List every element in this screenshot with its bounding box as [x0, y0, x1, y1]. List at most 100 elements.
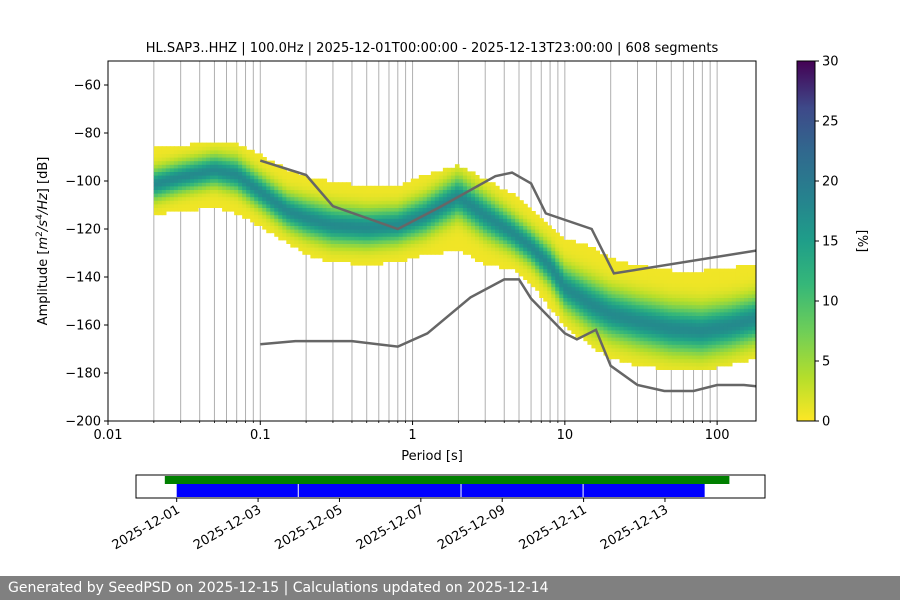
density-cell	[338, 196, 344, 201]
density-cell	[519, 229, 524, 234]
density-cell	[611, 337, 617, 342]
density-cell	[543, 221, 548, 226]
density-cell	[703, 279, 709, 284]
density-cell	[193, 196, 199, 201]
density-cell	[462, 221, 468, 226]
density-cell	[623, 337, 629, 342]
density-cell	[487, 254, 492, 259]
density-cell	[675, 275, 681, 280]
density-cell	[643, 301, 649, 306]
density-cell	[318, 254, 324, 259]
density-cell	[623, 283, 629, 288]
density-cell	[519, 261, 524, 266]
density-cell	[254, 171, 259, 176]
density-cell	[197, 146, 203, 151]
density-cell	[202, 200, 207, 205]
density-cell	[189, 160, 195, 165]
density-cell	[414, 185, 420, 190]
density-cell	[507, 250, 512, 255]
density-cell	[711, 329, 717, 334]
density-cell	[402, 182, 408, 187]
density-cell	[599, 272, 605, 277]
density-cell	[615, 304, 621, 309]
density-cell	[386, 193, 392, 198]
density-cell	[474, 221, 480, 226]
density-cell	[214, 196, 219, 201]
density-cell	[298, 214, 303, 219]
density-cell	[462, 200, 468, 205]
density-cell	[531, 283, 536, 288]
density-cell	[691, 329, 697, 334]
density-cell	[559, 265, 564, 270]
density-cell	[446, 189, 452, 194]
density-cell	[350, 257, 356, 262]
density-cell	[189, 175, 195, 180]
density-cell	[262, 182, 267, 187]
density-cell	[615, 347, 621, 352]
density-cell	[483, 225, 488, 230]
density-cell	[727, 301, 733, 306]
density-cell	[470, 196, 476, 201]
density-cell	[747, 275, 753, 280]
density-cell	[587, 311, 593, 316]
density-cell	[210, 157, 215, 162]
density-cell	[153, 189, 159, 194]
density-cell	[611, 286, 617, 291]
density-cell	[350, 221, 356, 226]
density-cell	[667, 319, 673, 324]
density-cell	[322, 178, 328, 183]
density-cell	[173, 160, 179, 165]
density-cell	[398, 236, 404, 241]
density-cell	[173, 146, 179, 151]
density-cell	[153, 160, 159, 165]
density-cell	[735, 275, 741, 280]
density-cell	[491, 182, 496, 187]
density-cell	[631, 347, 637, 352]
density-cell	[446, 171, 452, 176]
density-cell	[563, 308, 568, 313]
density-cell	[177, 182, 183, 187]
density-cell	[735, 326, 741, 331]
density-cell	[458, 203, 464, 208]
density-cell	[282, 167, 287, 172]
density-cell	[491, 257, 496, 262]
density-cell	[458, 178, 464, 183]
x-tick-label: 10	[557, 428, 574, 443]
density-cell	[410, 196, 416, 201]
density-cell	[414, 207, 420, 212]
density-cell	[318, 207, 324, 212]
density-cell	[218, 149, 223, 154]
density-cell	[342, 218, 348, 223]
density-cell	[727, 311, 733, 316]
density-cell	[635, 329, 641, 334]
density-cell	[193, 203, 199, 208]
density-cell	[161, 157, 167, 162]
density-cell	[242, 164, 247, 169]
colorbar-label: [%]	[854, 230, 869, 253]
density-cell	[354, 193, 360, 198]
density-cell	[579, 315, 584, 320]
density-cell	[382, 203, 388, 208]
density-cell	[230, 146, 235, 151]
density-cell	[639, 333, 645, 338]
density-cell	[715, 344, 721, 349]
density-cell	[655, 319, 661, 324]
density-cell	[667, 275, 673, 280]
density-cell	[659, 301, 665, 306]
density-cell	[246, 149, 251, 154]
x-tick-label: 100	[705, 428, 730, 443]
density-cell	[342, 189, 348, 194]
density-cell	[258, 200, 263, 205]
density-cell	[507, 211, 512, 216]
density-cell	[647, 268, 653, 273]
density-cell	[234, 196, 239, 201]
density-cell	[619, 301, 625, 306]
density-cell	[603, 290, 609, 295]
density-cell	[234, 182, 239, 187]
density-cell	[571, 311, 576, 316]
density-cell	[206, 196, 211, 201]
density-cell	[603, 344, 609, 349]
density-cell	[667, 340, 673, 345]
density-cell	[430, 203, 436, 208]
density-cell	[715, 293, 721, 298]
